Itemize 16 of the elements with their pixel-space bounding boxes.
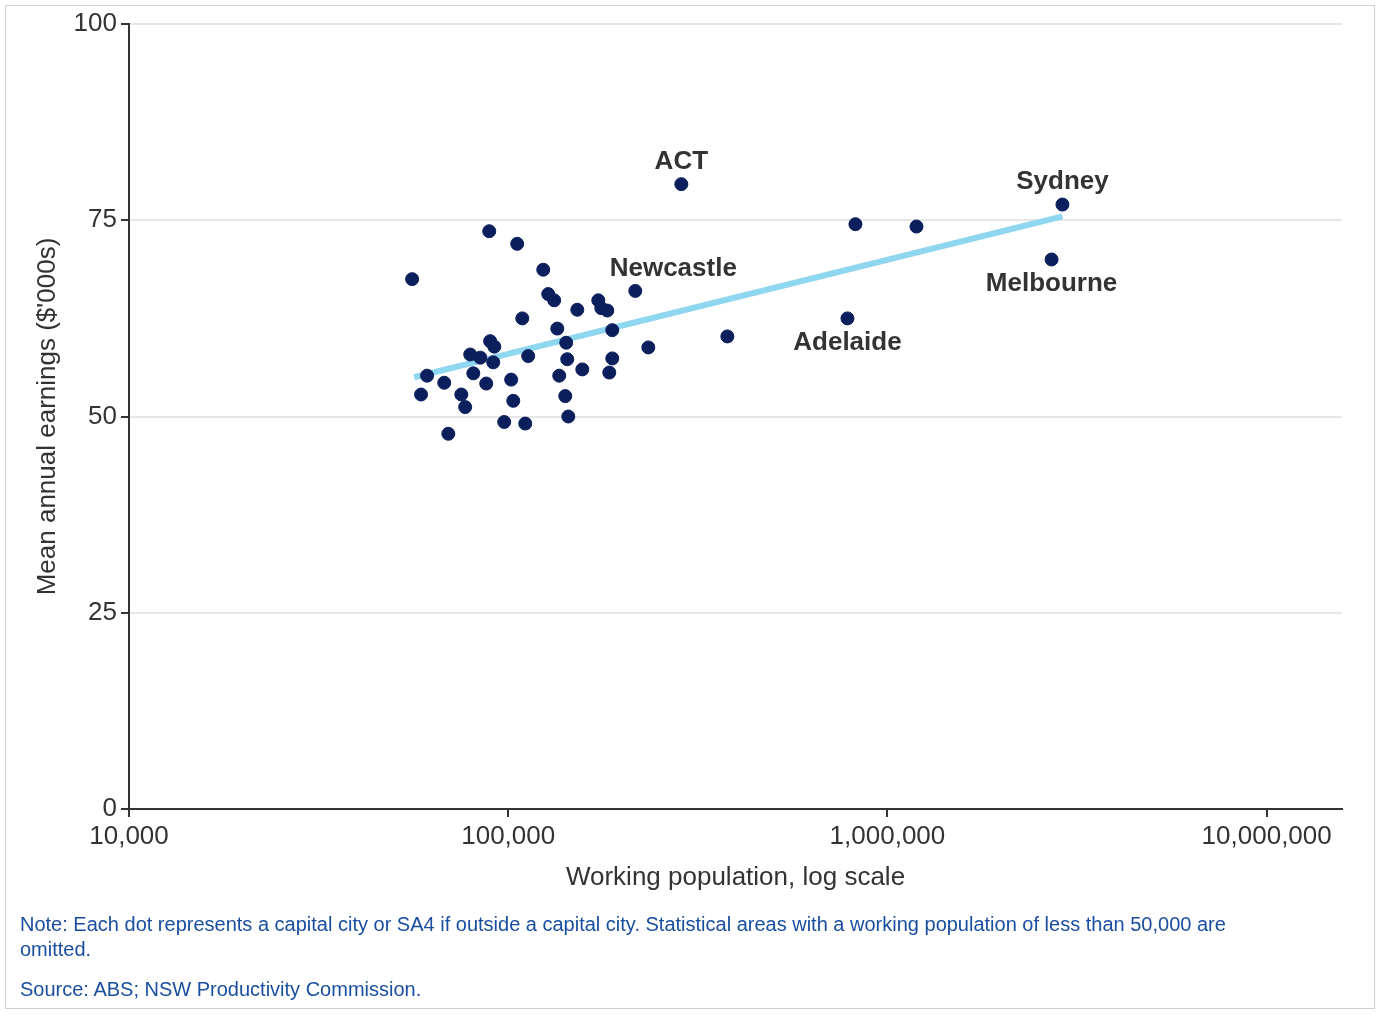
y-tick-label: 100 — [73, 7, 117, 38]
annotation: Adelaide — [793, 325, 902, 356]
x-tick-label: 100,000 — [461, 819, 556, 850]
x-axis-title: Working population, log scale — [565, 860, 906, 891]
annotation: Melbourne — [985, 266, 1118, 297]
annotation: Newcastle — [609, 252, 737, 283]
y-tick-label: 75 — [88, 203, 117, 234]
y-axis-title: Mean annual earnings ($'000s) — [30, 237, 61, 596]
x-tick-label: 10,000,000 — [1201, 819, 1332, 850]
source-note: Source: ABS; NSW Productivity Commission. — [20, 977, 423, 1002]
text: Note: Each dot represents a capital city or SA4 if outside a capital city. Statistical areas with a working population of less than 50,000 are omitted. — [20, 912, 1227, 962]
y-tick-label: 25 — [88, 595, 117, 626]
x-tick-label: 1,000,000 — [829, 819, 946, 850]
annotation: Sydney — [1016, 164, 1110, 195]
annotation: ACT — [654, 145, 709, 176]
y-tick-label: 50 — [88, 399, 117, 430]
